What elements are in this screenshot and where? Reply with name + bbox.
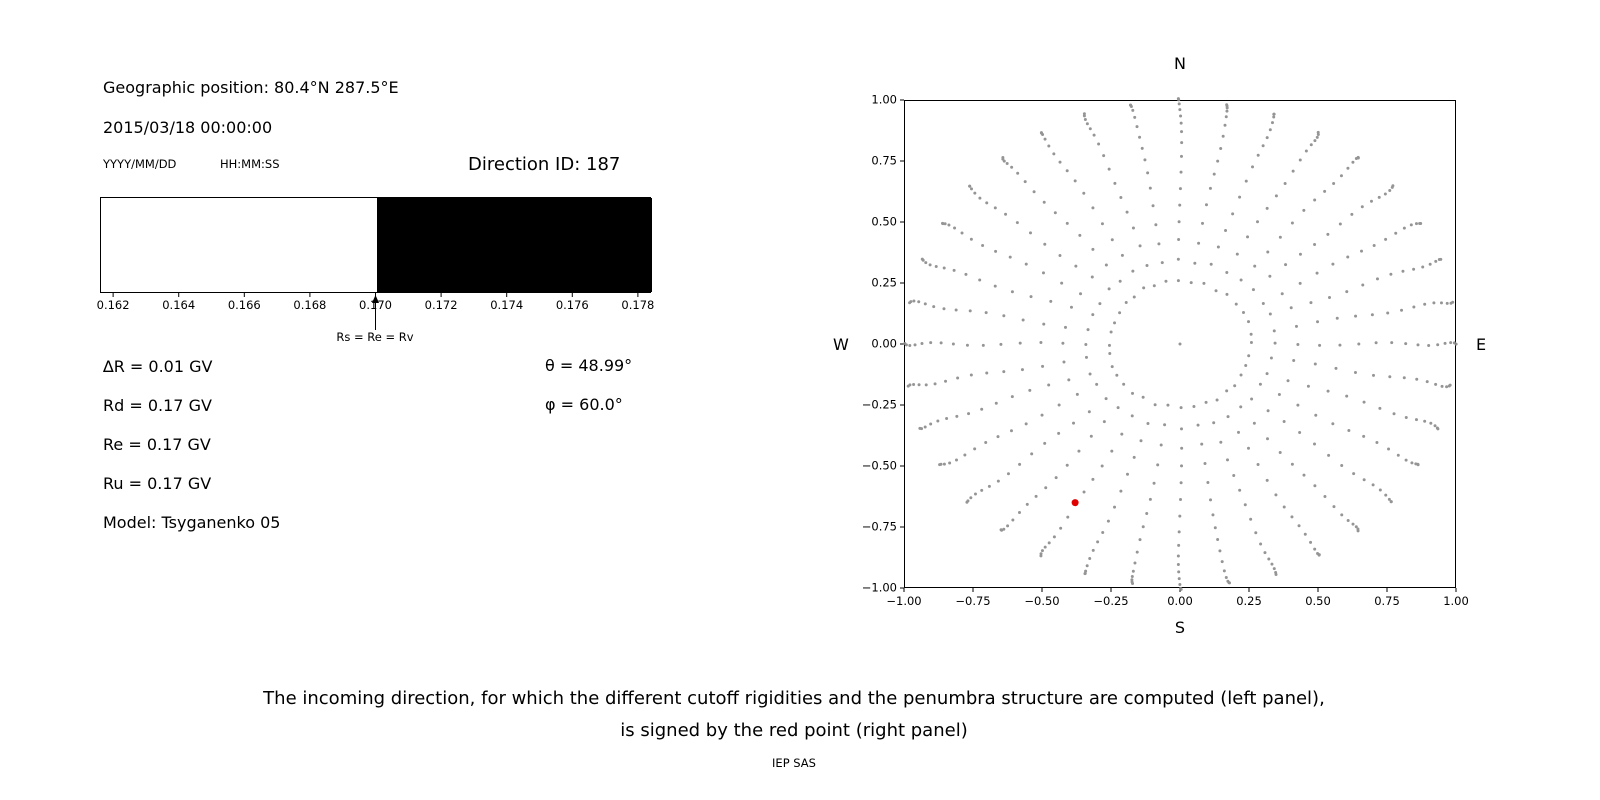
y-tick-label: −1.00 xyxy=(861,580,897,595)
y-tick-label: −0.25 xyxy=(861,397,897,412)
x-tick-label: 0.178 xyxy=(621,298,655,312)
compass-west-label: W xyxy=(833,335,849,354)
y-tick-label: 0.75 xyxy=(871,153,897,168)
x-tick-label: 0.162 xyxy=(96,298,130,312)
model-label: Model: Tsyganenko 05 xyxy=(103,513,281,532)
y-tick-label: −0.75 xyxy=(861,519,897,534)
compass-north-label: N xyxy=(1174,54,1186,73)
rd-value: Rd = 0.17 GV xyxy=(103,396,212,415)
x-tick-label: 1.00 xyxy=(1443,594,1469,608)
geographic-position: Geographic position: 80.4°N 287.5°E xyxy=(103,78,399,97)
arrow-annotation-label: Rs = Re = Rv xyxy=(336,330,414,344)
penumbra-chart xyxy=(100,197,652,293)
y-tick-label: 0.50 xyxy=(871,214,897,229)
credit-label: IEP SAS xyxy=(772,756,816,770)
theta-value: θ = 48.99° xyxy=(545,356,633,375)
time-format-label: HH:MM:SS xyxy=(220,157,280,171)
y-tick-label: −0.50 xyxy=(861,458,897,473)
y-tick-label: 0.25 xyxy=(871,275,897,290)
x-tick-label: 0.174 xyxy=(490,298,524,312)
compass-south-label: S xyxy=(1174,618,1186,637)
datetime-value: 2015/03/18 00:00:00 xyxy=(103,118,273,137)
re-value: Re = 0.17 GV xyxy=(103,435,211,454)
x-tick-label: 0.168 xyxy=(293,298,327,312)
ru-value: Ru = 0.17 GV xyxy=(103,474,212,493)
x-tick-label: −1.00 xyxy=(886,594,922,608)
x-tick-label: −0.75 xyxy=(955,594,991,608)
y-tick-label: 1.00 xyxy=(871,92,897,107)
compass-east-label: E xyxy=(1476,335,1487,354)
penumbra-forbidden-band xyxy=(376,198,652,292)
direction-map-chart xyxy=(904,100,1456,588)
x-tick-label: −0.25 xyxy=(1093,594,1129,608)
x-tick-label: 0.75 xyxy=(1374,594,1400,608)
y-tick-label: 0.00 xyxy=(871,336,897,351)
x-tick-label: 0.172 xyxy=(424,298,458,312)
phi-value: φ = 60.0° xyxy=(545,395,623,414)
x-tick-label: 0.00 xyxy=(1167,594,1193,608)
rigidity-params: ∆R = 0.01 GV Rd = 0.17 GV Re = 0.17 GV R… xyxy=(103,347,280,542)
x-tick-label: 0.176 xyxy=(555,298,589,312)
x-tick-label: 0.164 xyxy=(162,298,196,312)
caption-line-1: The incoming direction, for which the di… xyxy=(263,688,1325,709)
caption-line-2: is signed by the red point (right panel) xyxy=(620,720,968,741)
x-tick-label: 0.170 xyxy=(359,298,392,312)
date-format-label: YYYY/MM/DD xyxy=(103,157,177,171)
x-tick-label: 0.50 xyxy=(1305,594,1331,608)
x-tick-label: −0.50 xyxy=(1024,594,1060,608)
delta-r-value: ∆R = 0.01 GV xyxy=(103,357,213,376)
direction-id-label: Direction ID: 187 xyxy=(468,154,621,175)
x-tick-label: 0.25 xyxy=(1236,594,1262,608)
x-tick-label: 0.166 xyxy=(227,298,261,312)
